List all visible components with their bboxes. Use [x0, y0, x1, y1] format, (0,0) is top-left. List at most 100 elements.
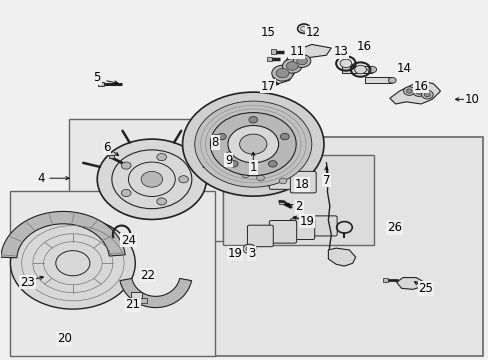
Text: 9: 9	[224, 154, 232, 167]
Circle shape	[412, 88, 424, 96]
Circle shape	[157, 153, 166, 161]
Bar	[267, 57, 272, 61]
Circle shape	[280, 133, 288, 140]
Circle shape	[210, 113, 296, 176]
Text: 19: 19	[299, 215, 314, 228]
Circle shape	[339, 59, 351, 68]
Circle shape	[268, 161, 277, 167]
Circle shape	[293, 54, 310, 67]
Circle shape	[300, 26, 307, 31]
Polygon shape	[389, 80, 440, 104]
Circle shape	[112, 150, 191, 209]
Circle shape	[157, 198, 166, 205]
Text: 12: 12	[305, 27, 320, 40]
Circle shape	[248, 117, 257, 123]
Polygon shape	[328, 248, 355, 266]
Circle shape	[194, 101, 311, 187]
FancyBboxPatch shape	[248, 165, 272, 186]
Text: 4: 4	[37, 172, 44, 185]
Text: 8: 8	[211, 136, 219, 149]
Bar	[10, 191, 215, 356]
Bar	[222, 155, 373, 244]
Text: 3: 3	[247, 247, 255, 260]
Text: 13: 13	[333, 45, 348, 58]
Text: 7: 7	[322, 174, 329, 186]
Circle shape	[178, 176, 188, 183]
Bar	[383, 278, 387, 282]
Bar	[270, 49, 275, 54]
Bar	[365, 77, 391, 83]
Text: 22: 22	[140, 269, 155, 282]
Circle shape	[243, 244, 255, 253]
Bar	[138, 298, 147, 303]
Text: 5: 5	[93, 71, 101, 84]
Circle shape	[282, 59, 302, 73]
Circle shape	[286, 62, 298, 70]
FancyBboxPatch shape	[269, 221, 296, 243]
Text: 17: 17	[260, 80, 275, 93]
Polygon shape	[1, 211, 125, 258]
Circle shape	[121, 162, 131, 169]
FancyBboxPatch shape	[290, 171, 316, 193]
Text: 14: 14	[396, 62, 411, 75]
Bar	[109, 155, 114, 158]
Text: 11: 11	[288, 45, 304, 58]
Circle shape	[227, 126, 278, 163]
FancyBboxPatch shape	[269, 167, 296, 189]
Text: 23: 23	[20, 276, 35, 289]
Text: 6: 6	[103, 141, 110, 154]
Text: 21: 21	[124, 298, 140, 311]
Text: 1: 1	[249, 161, 257, 174]
Circle shape	[279, 178, 286, 184]
Circle shape	[403, 87, 414, 95]
Circle shape	[56, 251, 90, 276]
Circle shape	[276, 68, 288, 78]
Circle shape	[121, 189, 131, 197]
Text: 19: 19	[227, 247, 242, 260]
Circle shape	[299, 182, 306, 188]
Bar	[131, 292, 142, 298]
Circle shape	[10, 217, 135, 309]
Circle shape	[271, 65, 293, 81]
Text: 18: 18	[294, 178, 309, 191]
Circle shape	[241, 172, 249, 177]
Text: 10: 10	[464, 93, 479, 106]
Circle shape	[256, 175, 264, 181]
Text: 16: 16	[413, 80, 427, 93]
Circle shape	[421, 90, 432, 99]
Bar	[98, 82, 104, 86]
Circle shape	[354, 65, 366, 74]
Circle shape	[387, 77, 395, 83]
Bar	[341, 66, 371, 73]
Bar	[214, 134, 219, 138]
Text: 25: 25	[418, 282, 432, 295]
Text: 24: 24	[121, 234, 136, 247]
Circle shape	[415, 90, 421, 94]
Text: 20: 20	[57, 332, 71, 345]
Bar	[278, 202, 284, 204]
Circle shape	[229, 161, 238, 167]
Circle shape	[226, 152, 233, 157]
Text: 2: 2	[295, 201, 302, 213]
Circle shape	[128, 162, 175, 197]
Bar	[69, 119, 222, 241]
Circle shape	[182, 92, 324, 196]
Circle shape	[217, 133, 225, 140]
Circle shape	[406, 89, 411, 93]
FancyBboxPatch shape	[309, 216, 336, 236]
FancyBboxPatch shape	[290, 219, 314, 239]
FancyBboxPatch shape	[231, 162, 259, 182]
Circle shape	[296, 57, 306, 65]
Circle shape	[245, 246, 252, 251]
Circle shape	[367, 66, 376, 73]
Text: 16: 16	[356, 40, 371, 53]
Circle shape	[97, 139, 206, 220]
Polygon shape	[120, 278, 191, 307]
FancyBboxPatch shape	[247, 225, 273, 247]
Text: 26: 26	[386, 221, 401, 234]
Circle shape	[424, 93, 429, 97]
Circle shape	[141, 171, 162, 187]
Polygon shape	[396, 278, 422, 289]
Polygon shape	[272, 44, 330, 84]
Text: 15: 15	[260, 27, 275, 40]
